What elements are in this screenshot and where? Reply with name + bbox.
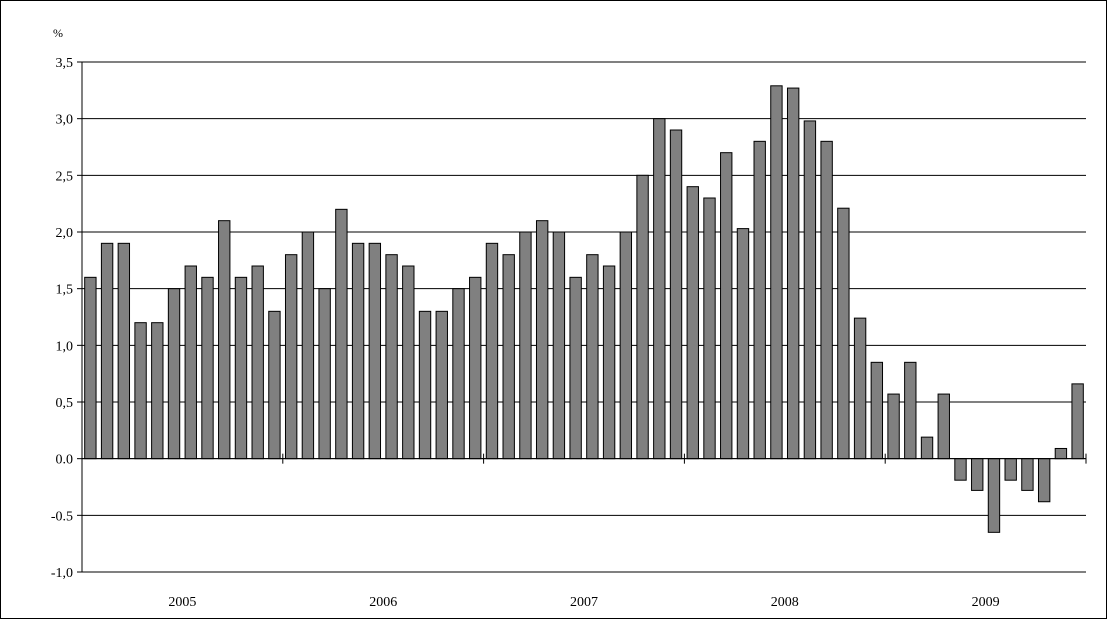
bar	[837, 207, 850, 460]
bar	[653, 118, 666, 460]
x-year-label: 2008	[771, 595, 799, 610]
bar	[920, 436, 934, 460]
bar	[820, 140, 833, 460]
bar	[669, 129, 683, 460]
bar	[636, 174, 649, 460]
bar	[184, 265, 197, 460]
bar	[351, 242, 365, 460]
bar	[117, 242, 131, 460]
bar	[201, 276, 214, 460]
bar	[318, 288, 331, 460]
bar	[151, 322, 164, 460]
bar	[418, 310, 432, 460]
x-year-label: 2005	[168, 595, 196, 610]
bar	[987, 458, 1001, 533]
axes	[77, 61, 1087, 573]
bar	[586, 254, 599, 460]
bar	[937, 393, 950, 460]
bar	[720, 152, 733, 460]
bar	[84, 276, 97, 460]
bar	[803, 120, 817, 460]
bar	[602, 265, 616, 460]
bar	[753, 140, 766, 460]
bar	[770, 85, 783, 460]
bar	[535, 220, 549, 460]
bar	[435, 310, 448, 460]
bar	[904, 361, 917, 460]
bar	[870, 361, 884, 460]
bar	[385, 254, 398, 460]
bar	[234, 276, 248, 460]
bar	[100, 242, 114, 460]
y-tick-label: 2,0	[56, 226, 74, 241]
bar	[301, 231, 315, 460]
bar	[368, 242, 382, 460]
bar	[1054, 447, 1068, 460]
bar	[251, 265, 264, 460]
bar	[619, 231, 633, 460]
bar	[1004, 458, 1017, 481]
bar	[971, 458, 984, 491]
y-tick-label: -0.5	[51, 509, 73, 524]
bar	[954, 458, 967, 481]
bar	[519, 231, 532, 460]
axis-labels: % -1,0 -0.5 0.0 0,5 1,0 1,5 2,0 2,5 3,0 3,5 2005 20…	[51, 26, 1000, 610]
y-unit-label: %	[53, 26, 63, 40]
y-tick-label: 0,5	[56, 396, 74, 411]
y-tick-label: 1,0	[56, 339, 74, 354]
grid-lines	[82, 61, 1086, 573]
y-tick-label: 0.0	[56, 453, 74, 468]
bar	[887, 393, 900, 460]
bar	[485, 242, 499, 460]
bar	[502, 254, 515, 460]
bar	[569, 276, 582, 460]
bar	[218, 220, 231, 460]
bar	[268, 310, 281, 460]
bar	[284, 254, 298, 460]
y-tick-label: -1,0	[51, 566, 73, 581]
bar	[134, 322, 147, 460]
y-tick-label: 3,0	[56, 113, 74, 128]
x-year-label: 2009	[972, 595, 1000, 610]
bar	[1037, 458, 1051, 503]
bar	[703, 197, 716, 460]
bar	[469, 276, 482, 460]
bar	[786, 87, 800, 460]
y-tick-label: 2,5	[56, 169, 74, 184]
y-tick-label: 3,5	[56, 56, 74, 71]
bar	[452, 288, 465, 460]
bar	[1071, 383, 1084, 460]
x-year-label: 2007	[570, 595, 598, 610]
bar	[853, 317, 867, 460]
y-tick-label: 1,5	[56, 283, 74, 298]
bar	[736, 228, 750, 460]
bar	[402, 265, 415, 460]
bar	[686, 186, 699, 460]
bars	[84, 85, 1084, 533]
bar	[1021, 458, 1034, 491]
bar	[167, 288, 181, 460]
x-year-label: 2006	[369, 595, 397, 610]
bar	[335, 208, 348, 460]
bar	[552, 231, 566, 460]
